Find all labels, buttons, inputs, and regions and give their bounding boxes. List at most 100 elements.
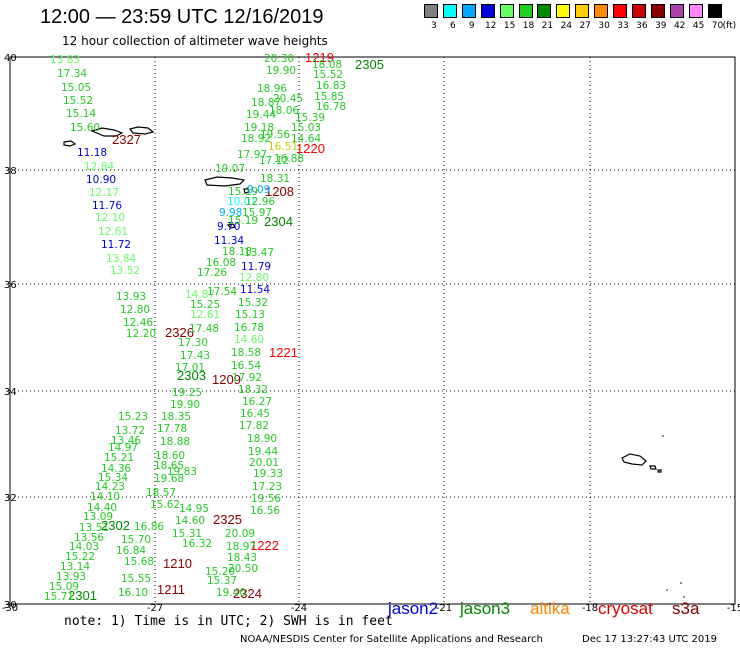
wave-height-value: 18.58	[231, 347, 261, 359]
wave-height-value: 15.32	[238, 297, 268, 309]
island-outline	[226, 223, 236, 229]
wave-height-value: 14.97	[108, 442, 138, 454]
wave-height-value: 9.70	[217, 221, 240, 233]
scale-label: 39	[655, 21, 667, 31]
wave-height-value: 12.10	[95, 212, 125, 224]
wave-height-value: 15.19	[228, 215, 258, 227]
wave-height-value: 19.33	[253, 468, 283, 480]
island-outline	[657, 469, 662, 473]
wave-height-value: 19.25	[172, 387, 202, 399]
pass-label: 1209	[212, 372, 241, 387]
scale-swatch	[575, 4, 590, 18]
wave-height-value: 15.97	[242, 207, 272, 219]
wave-height-value: 14.60	[175, 515, 205, 527]
pass-label: 1221	[269, 345, 298, 360]
wave-height-value: 19.44	[248, 446, 278, 458]
chart-subtitle: 12 hour collection of altimeter wave hei…	[62, 34, 328, 48]
island-outline	[621, 453, 647, 466]
wave-height-value: 11.54	[240, 284, 270, 296]
wave-height-value: 13.84	[106, 253, 136, 265]
wave-height-value: 20.50	[228, 563, 258, 575]
island-outline	[90, 127, 124, 137]
generated-timestamp: Dec 17 13:27:43 UTC 2019	[582, 634, 717, 645]
scale-swatch	[537, 4, 552, 18]
scale-label: 6	[450, 21, 456, 31]
wave-height-value: 14.23	[95, 481, 125, 493]
wave-height-value: 18.06	[269, 105, 299, 117]
wave-height-value: 15.21	[104, 452, 134, 464]
wave-height-value: 19.44	[246, 109, 276, 121]
wave-height-value: 15.25	[190, 299, 220, 311]
wave-height-value: 14.10	[90, 491, 120, 503]
scale-label: 33	[617, 21, 629, 31]
wave-height-value: 15.22	[65, 551, 95, 563]
wave-height-value: 10.90	[86, 174, 116, 186]
lon-tick-label: -27	[147, 603, 163, 614]
wave-height-value: 11.72	[101, 239, 131, 251]
wave-height-value: 15.55	[121, 573, 151, 585]
wave-height-value: 12.61	[190, 309, 220, 321]
wave-height-value: 15.34	[98, 472, 128, 484]
wave-height-value: 12.61	[98, 226, 128, 238]
scale-swatch	[650, 4, 665, 18]
wave-height-value: 13.46	[111, 435, 141, 447]
wave-height-value: 18.35	[161, 411, 191, 423]
wave-height-value: 16.10	[118, 587, 148, 599]
scale-label: 36	[636, 21, 648, 31]
wave-height-value: 17.30	[178, 337, 208, 349]
wave-height-value: 17.43	[180, 350, 210, 362]
scale-label: 30	[598, 21, 610, 31]
wave-height-value: 15.31	[172, 528, 202, 540]
wave-height-value: 18.88	[160, 436, 190, 448]
wave-height-value: 9.09	[247, 184, 270, 196]
wave-height-value: 18.32	[238, 384, 268, 396]
island-dot	[683, 596, 685, 598]
wave-height-value: 12.46	[123, 317, 153, 329]
wave-height-value: 11.34	[214, 235, 244, 247]
wave-height-value: 13.14	[60, 561, 90, 573]
wave-height-value: 17.23	[252, 481, 282, 493]
wave-height-value: 18.96	[257, 83, 287, 95]
wave-height-value: 12.80	[239, 272, 269, 284]
scale-label: 45	[692, 21, 705, 31]
wave-height-value: 19.18	[244, 122, 274, 134]
scale-label: 42	[673, 21, 686, 31]
wave-height-value: 9.98	[219, 207, 242, 219]
scale-swatch	[518, 4, 533, 18]
wave-height-value: 15.14	[66, 108, 96, 120]
wave-height-value: 15.85	[314, 91, 344, 103]
wave-height-value: 11.76	[92, 200, 122, 212]
lon-tick-label: -15	[727, 603, 740, 614]
lon-tick-label: -18	[582, 603, 598, 614]
wave-height-value: 16.32	[182, 538, 212, 550]
wave-height-value: 17.97	[237, 149, 267, 161]
wave-height-value: 18.57	[146, 487, 176, 499]
wave-height-value: 16.78	[316, 101, 346, 113]
wave-height-value: 18.08	[312, 59, 342, 71]
wave-height-value: 14.64	[291, 133, 321, 145]
legend-item-altika: altika	[530, 599, 570, 618]
island-dot	[662, 435, 664, 437]
scale-label: 24	[560, 21, 573, 31]
lat-tick-label: 34	[4, 387, 17, 398]
scale-swatch	[424, 4, 438, 18]
wave-height-value: 19.83	[167, 466, 197, 478]
wave-height-value: 15.68	[124, 556, 154, 568]
legend-item-jason3: jason3	[460, 599, 511, 618]
island-outline	[128, 126, 155, 135]
wave-height-value: 12.17	[89, 187, 119, 199]
wave-height-value: 10.01	[227, 196, 257, 208]
wave-height-value: 13.09	[83, 511, 113, 523]
wave-height-value: 17.48	[189, 323, 219, 335]
wave-height-value: 20.45	[273, 93, 303, 105]
wave-height-value: 13.47	[244, 247, 274, 259]
wave-height-value: 15.71	[44, 591, 74, 603]
wave-height-value: 16.86	[134, 521, 164, 533]
scale-swatch	[480, 4, 495, 18]
wave-height-value: 12.96	[245, 196, 275, 208]
pass-label: 1219	[305, 50, 334, 65]
wave-height-value: 11.18	[77, 147, 107, 159]
wave-height-value: 20.01	[249, 457, 279, 469]
scale-swatch	[669, 4, 684, 18]
scale-swatch	[613, 4, 627, 18]
